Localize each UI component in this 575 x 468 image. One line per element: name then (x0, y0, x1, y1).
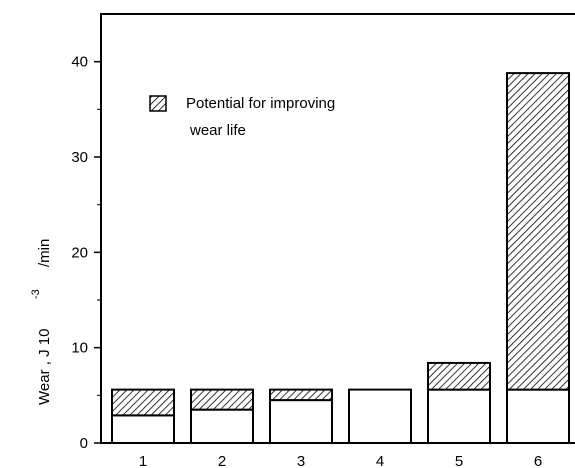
bar-3-potential (269, 388, 333, 402)
y-axis-label-exponent: -3 (30, 289, 42, 299)
y-tick-labels: 0 10 20 30 40 (71, 54, 88, 452)
x-tick-label-3: 3 (297, 453, 305, 468)
legend: Potential for improving wear life (149, 95, 335, 139)
bar-2-base (190, 408, 254, 444)
bars (111, 72, 570, 445)
legend-text-line2: wear life (189, 122, 246, 139)
bar-6-potential (506, 72, 570, 391)
y-ticks (94, 60, 101, 444)
x-tick-labels: 1 2 3 4 5 6 (139, 453, 542, 468)
x-tick-label-4: 4 (376, 453, 384, 468)
y-tick-label-20: 20 (71, 244, 88, 261)
bar-4-base (348, 388, 412, 445)
x-tick-label-2: 2 (218, 453, 226, 468)
x-tick-label-1: 1 (139, 453, 147, 468)
bar-5-potential (427, 361, 491, 391)
bar-2-potential (190, 388, 254, 411)
y-tick-label-0: 0 (80, 435, 88, 452)
bar-3-base (269, 399, 333, 445)
legend-text-line1: Potential for improving (186, 95, 335, 112)
x-tick-label-6: 6 (534, 453, 542, 468)
y-axis-label-main: Wear , J 10 (36, 329, 53, 405)
y-tick-label-30: 30 (71, 149, 88, 166)
bar-1-potential (111, 388, 175, 417)
legend-swatch (149, 95, 167, 112)
x-tick-label-5: 5 (455, 453, 463, 468)
y-axis-label: Wear , J 10 -3 /min (30, 239, 53, 405)
y-axis-label-unit: /min (36, 239, 53, 267)
bar-1-base (111, 414, 175, 444)
y-tick-label-10: 10 (71, 340, 88, 357)
y-tick-label-40: 40 (71, 54, 88, 71)
bar-5-base (427, 388, 491, 445)
bar-6-base (506, 388, 570, 445)
